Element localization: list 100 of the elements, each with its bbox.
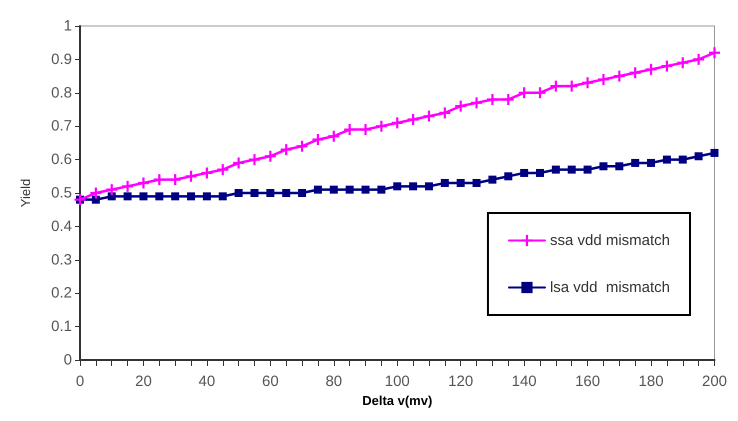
- point: [344, 124, 356, 136]
- point: [280, 144, 292, 156]
- point: [440, 178, 449, 187]
- point: [504, 172, 512, 180]
- x-tick-label: 160: [575, 373, 600, 390]
- point: [92, 196, 100, 204]
- point: [408, 114, 419, 126]
- point: [314, 186, 322, 194]
- point: [201, 167, 212, 178]
- point: [282, 189, 290, 197]
- point: [486, 94, 498, 105]
- point: [187, 192, 196, 200]
- legend-label: lsa vdd mismatch: [550, 279, 670, 296]
- point: [330, 186, 338, 194]
- point: [138, 177, 149, 188]
- point: [568, 166, 576, 174]
- point: [234, 189, 243, 197]
- point: [423, 110, 434, 122]
- y-tick-label: 0.3: [51, 251, 72, 268]
- y-tick-label: 0: [64, 352, 72, 368]
- point: [630, 67, 641, 78]
- point: [90, 188, 102, 198]
- point: [362, 186, 370, 194]
- point: [108, 192, 116, 200]
- point: [170, 174, 181, 186]
- point: [409, 182, 418, 190]
- point: [471, 97, 482, 108]
- point: [488, 176, 496, 184]
- point: [233, 157, 244, 168]
- y-tick-label: 0.5: [51, 184, 72, 202]
- point: [694, 152, 703, 160]
- point: [708, 47, 720, 58]
- point: [424, 182, 433, 190]
- x-tick-label: 180: [638, 373, 664, 390]
- point: [502, 94, 514, 105]
- x-tick-label: 0: [76, 373, 84, 390]
- y-tick-label: 0.1: [51, 318, 72, 336]
- point: [439, 107, 450, 118]
- point: [472, 178, 481, 187]
- point: [646, 64, 657, 75]
- point: [376, 120, 387, 132]
- point: [266, 189, 274, 197]
- point: [360, 124, 372, 136]
- y-tick-label: 0.7: [51, 118, 72, 135]
- point: [250, 189, 258, 197]
- y-tick-label: 0.6: [51, 151, 72, 168]
- point: [566, 80, 578, 92]
- point: [298, 189, 306, 197]
- point: [186, 170, 197, 182]
- x-tick-label: 40: [198, 373, 216, 390]
- point: [155, 192, 164, 200]
- x-tick-label: 120: [448, 373, 474, 390]
- point: [106, 184, 118, 196]
- point: [550, 80, 562, 92]
- point: [582, 77, 594, 88]
- point: [264, 150, 276, 162]
- point: [248, 154, 260, 166]
- x-tick-label: 200: [702, 373, 727, 390]
- x-tick-label: 140: [512, 373, 537, 390]
- point: [202, 192, 211, 200]
- point: [662, 156, 671, 164]
- point: [584, 166, 592, 174]
- point: [647, 158, 656, 167]
- point: [124, 192, 132, 200]
- y-axis-title: Yield: [18, 178, 33, 208]
- point: [661, 60, 672, 72]
- point: [377, 186, 386, 194]
- point: [455, 100, 466, 112]
- point: [599, 162, 608, 170]
- point: [536, 168, 544, 177]
- point: [218, 192, 227, 200]
- point: [312, 134, 324, 146]
- point: [217, 164, 228, 176]
- point: [392, 117, 403, 128]
- point: [122, 180, 134, 192]
- y-tick-label: 0.2: [51, 284, 72, 302]
- point: [296, 140, 308, 152]
- point: [328, 130, 340, 142]
- x-tick-label: 60: [262, 373, 279, 390]
- point: [678, 156, 687, 164]
- y-tick-label: 0.8: [51, 84, 72, 102]
- point: [677, 57, 688, 68]
- point: [520, 168, 528, 177]
- y-tick-label: 1: [64, 18, 72, 34]
- point: [393, 182, 402, 190]
- x-tick-label: 80: [325, 373, 342, 390]
- point: [693, 54, 704, 65]
- point: [552, 166, 560, 174]
- point: [171, 192, 180, 200]
- y-tick-label: 0.4: [51, 218, 72, 235]
- point: [346, 186, 354, 194]
- point: [631, 158, 640, 167]
- point: [710, 148, 718, 157]
- y-tick-label: 0.9: [51, 50, 72, 68]
- legend-label: ssa vdd mismatch: [550, 232, 670, 249]
- point: [614, 70, 625, 82]
- x-axis-title: Delta v(mv): [362, 393, 432, 408]
- point: [615, 162, 624, 170]
- x-tick-label: 100: [384, 373, 410, 390]
- point: [139, 192, 148, 200]
